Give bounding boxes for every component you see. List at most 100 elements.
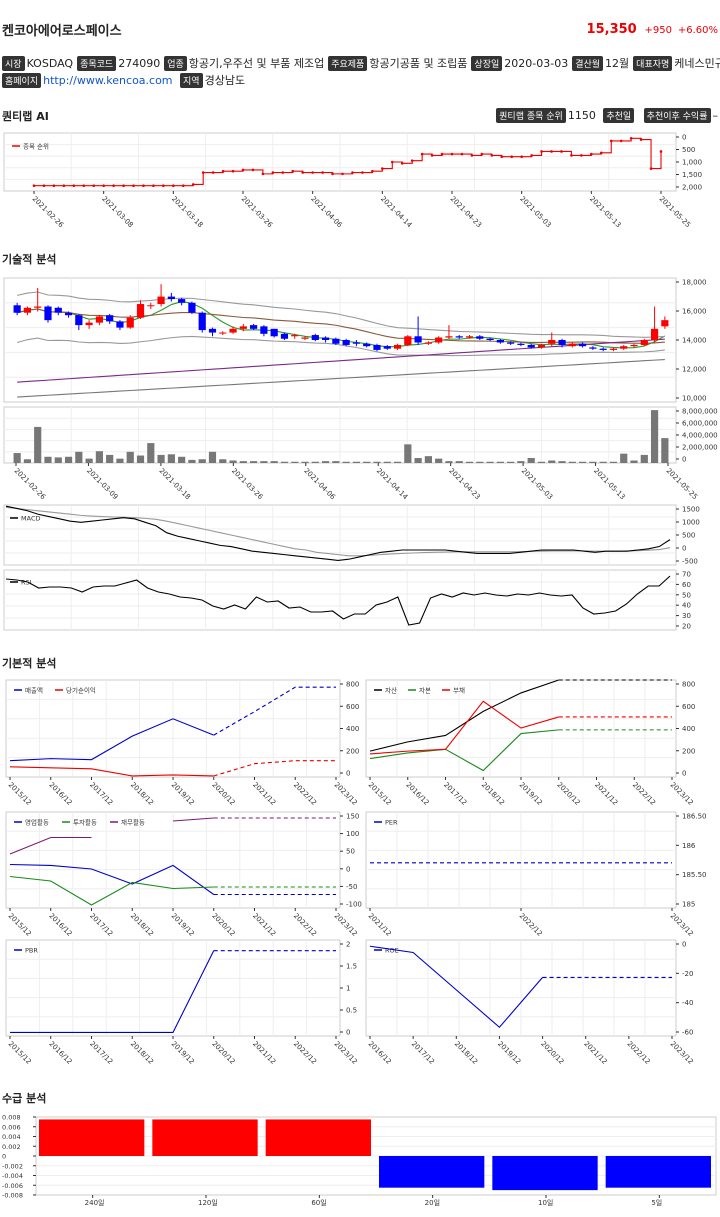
rank-chart [3,132,677,192]
rank-point [639,138,643,141]
cashflow-series-1 [9,875,214,906]
rank-point [82,184,86,188]
rank-point [580,154,583,157]
price-band-lower [16,335,665,357]
price-chart-ytick-label: 18,000 [682,279,707,287]
pbr-chart-ytick-label: 0 [346,1029,350,1037]
volume-bar [589,461,597,463]
candle-body [630,344,638,347]
rank-point [480,152,484,156]
rank-chart-xtick-label: 2021-05-03 [518,195,552,229]
roe-chart-xtick-label: 2017/12 [410,1040,436,1066]
balance-chart [365,679,677,778]
rsi-chart-legend-label: RSI [21,579,32,587]
supply-ytick-label: 0.006 [2,1123,21,1131]
rank-point [659,150,663,153]
homepage-link[interactable]: http://www.kencoa.com [43,74,173,87]
balance-chart-ytick-label: 800 [682,681,695,689]
rank-point [132,184,135,188]
cashflow-chart-ytick-label: 100 [346,830,359,838]
info-value-4: 2020-03-03 [504,57,569,70]
volume-bar [424,456,432,463]
candle-body [270,328,278,337]
rank-chart-xtick-label: 2021-04-06 [309,195,344,230]
rank-point [291,169,295,173]
volume-bar [198,459,206,463]
volume-chart-xtick-label: 2021-05-03 [520,467,554,501]
volume-bar [147,443,155,463]
rsi-chart-ytick-label: 60 [682,581,691,589]
balance-chart-legend-label: 자본 [419,686,431,695]
rank-chart-ytick-label: 2,000 [682,184,702,192]
macd-line [5,505,671,561]
section-quant: 퀀티랩 AI [2,110,49,123]
supply-bar [492,1156,598,1191]
candle-body [250,325,258,329]
rsi-chart-ytick-label: 30 [682,612,691,620]
supply-category-label: 120일 [198,1198,218,1207]
pbr-chart-xtick-label: 2023/12 [333,1040,359,1066]
volume-bar [116,458,124,463]
cashflow-chart-xtick-label: 2019/12 [170,912,196,938]
roe-chart-xtick-label: 2018/12 [453,1040,479,1066]
rank-point [261,172,265,176]
rank-point [599,151,603,155]
rank-chart-xtick-label: 2021-04-23 [449,195,483,229]
volume-bar [640,454,648,463]
per-chart-xtick-label: 2023/12 [669,912,695,938]
volume-bar [54,457,62,463]
rank-point [211,171,215,174]
sales-chart-legend-label: 매출액 [25,686,43,695]
candle-body [414,336,422,343]
price-ma120 [17,358,665,398]
cashflow-chart-ytick-label: 0 [346,865,350,873]
volume-chart-xtick-label: 2021-05-13 [592,467,626,501]
roe-series-0 [369,945,543,1029]
sales-chart-ytick-label: 600 [346,703,359,711]
rank-tag: 퀀티랩 종목 순위 [496,108,566,123]
balance-chart-xtick-label: 2022/12 [631,781,657,807]
volume-bar [393,461,402,463]
volume-bar [208,451,217,463]
supply-ytick-label: 0 [2,1153,6,1161]
volume-chart-ytick-label: 6,000,000 [682,420,718,428]
candle-body [34,306,42,308]
candle-body [75,315,83,326]
pbr-chart-ytick-label: 1.5 [346,963,357,971]
rank-point [390,160,394,164]
balance-chart-legend-label: 자산 [385,686,397,695]
volume-chart-xtick-label: 2021-03-26 [230,467,265,502]
sales-chart-xtick-label: 2015/12 [7,781,33,807]
rank-point [152,184,155,188]
macd-chart-ytick-label: 0 [682,545,686,553]
cashflow-series-2 [9,836,92,855]
balance-chart-xtick-label: 2017/12 [442,781,468,807]
candle-body [650,328,659,340]
rank-chart-ytick-label: 500 [682,146,695,154]
volume-bar [311,461,319,463]
supply-bar [265,1119,371,1156]
rank-point [251,168,255,172]
candle-body [589,347,597,349]
cashflow-chart-xtick-label: 2016/12 [47,912,73,938]
sales-chart-xtick-label: 2018/12 [129,781,155,807]
rank-point [32,184,36,188]
volume-bar [465,461,474,463]
roe-chart-xtick-label: 2021/12 [582,1040,608,1066]
volume-bar [219,459,227,463]
macd-chart-ytick-label: -500 [682,558,698,566]
candle-body [537,344,546,348]
candle-body [147,305,155,307]
volume-bar [620,453,628,463]
volume-bar [558,461,566,463]
sales-chart-xtick-label: 2016/12 [47,781,73,807]
candle-body [229,328,237,333]
candle-body [404,336,412,345]
sales-chart-ytick-label: 400 [346,725,359,733]
pbr-chart-xtick-label: 2018/12 [129,1040,155,1066]
sales-series-1 [9,766,214,777]
candle-body [95,316,103,323]
rank-point [470,154,474,157]
volume-bar [476,461,484,463]
volume-bar [507,461,515,463]
